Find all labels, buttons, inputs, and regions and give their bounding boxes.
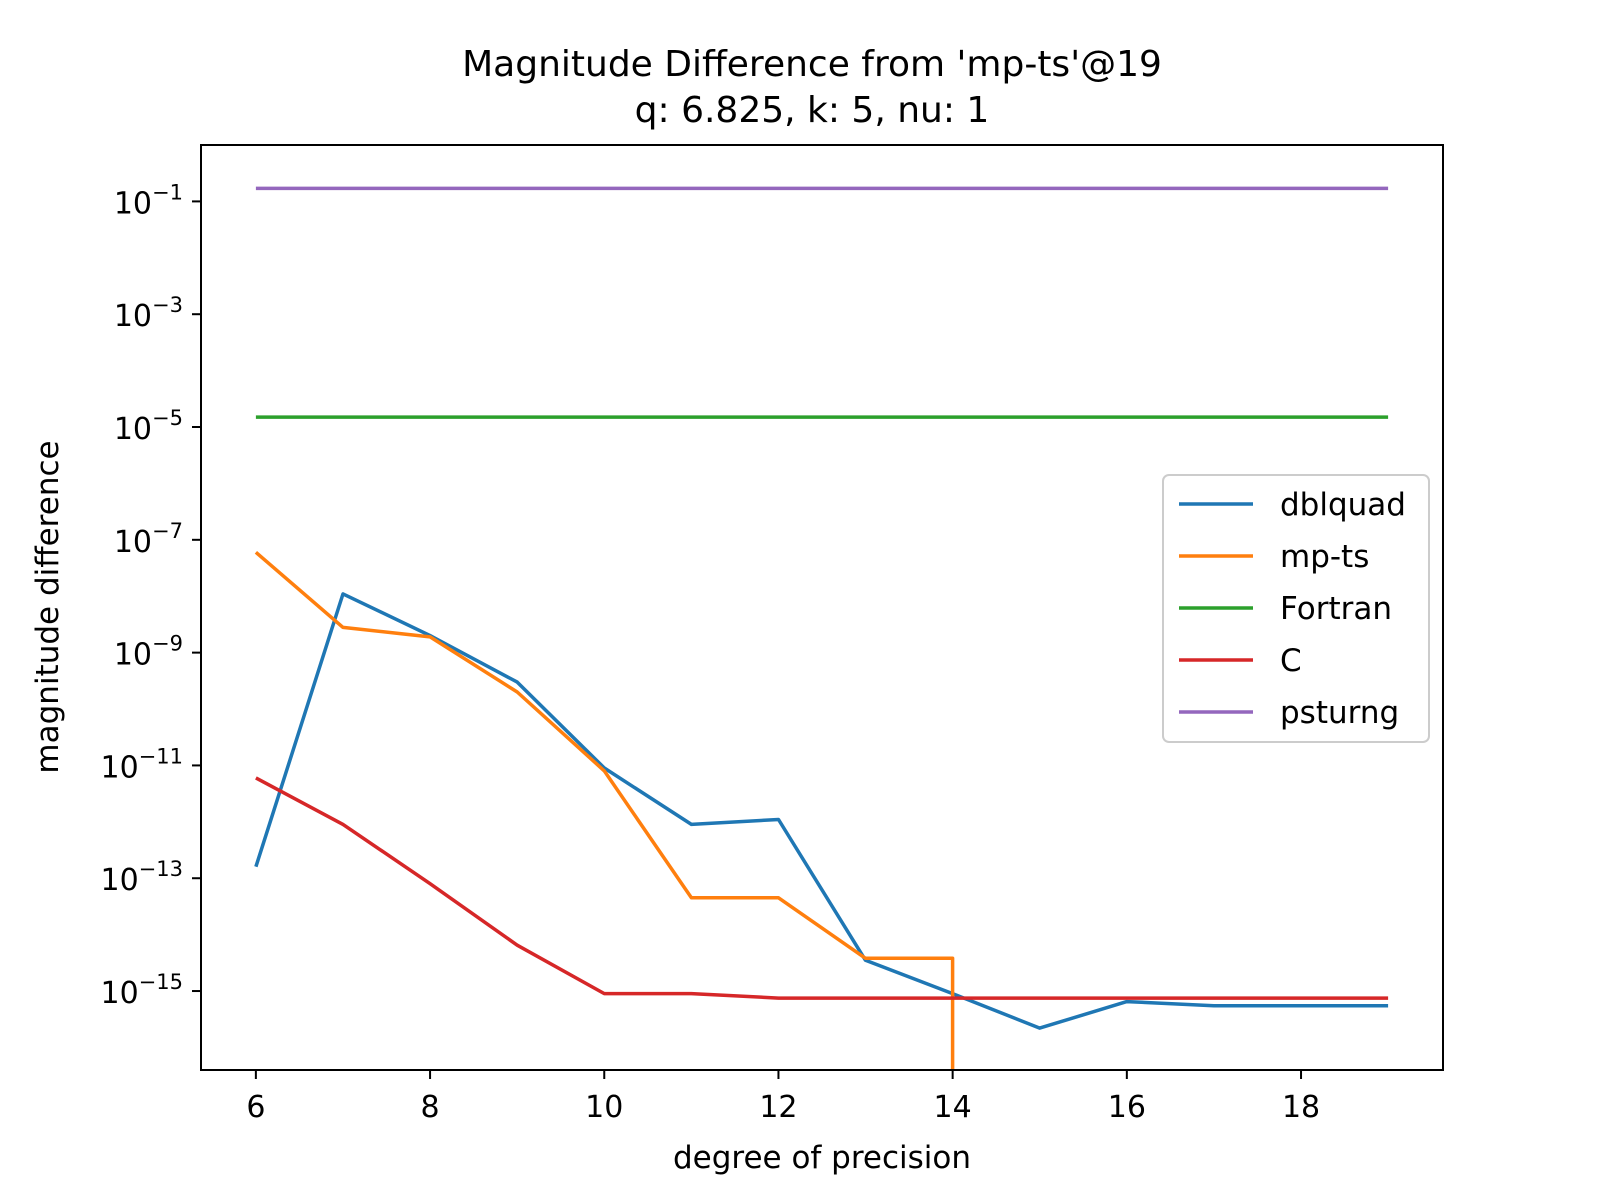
- chart-title: Magnitude Difference from 'mp-ts'@19: [462, 44, 1162, 85]
- x-tick-label: 10: [585, 1090, 623, 1125]
- y-axis-label: magnitude difference: [30, 440, 66, 773]
- plot-frame: [200, 144, 1444, 1071]
- y-tick-label: 10−11: [100, 744, 183, 785]
- x-tick-label: 18: [1282, 1090, 1320, 1125]
- x-tick-label: 12: [759, 1090, 797, 1125]
- legend-label: mp-ts: [1280, 539, 1369, 575]
- legend-label: dblquad: [1280, 487, 1406, 523]
- y-tick-label: 10−15: [100, 970, 183, 1011]
- y-tick-label: 10−5: [114, 406, 183, 447]
- series-line-mp-ts: [254, 550, 955, 1070]
- y-tick-label: 10−3: [114, 293, 183, 334]
- legend-label: psturng: [1280, 695, 1399, 731]
- y-tick-label: 10−1: [114, 180, 183, 221]
- y-axis: 10−1 10−3 10−5 10−7 10−9 10−11 10−13 10−15: [100, 180, 201, 1011]
- x-tick-label: 8: [421, 1090, 440, 1125]
- x-tick-label: 14: [934, 1090, 972, 1125]
- legend-box: [1162, 474, 1430, 743]
- series-line-c: [255, 776, 1389, 1000]
- legend-label: Fortran: [1280, 591, 1392, 627]
- y-tick-label: 10−13: [100, 857, 183, 898]
- chart-subtitle: q: 6.825, k: 5, nu: 1: [635, 90, 990, 131]
- x-tick-label: 16: [1108, 1090, 1146, 1125]
- x-tick-label: 6: [246, 1090, 265, 1125]
- series-layer: [254, 186, 1389, 1070]
- x-axis: 6 8 10 12 14 16 18: [246, 1070, 1320, 1125]
- series-line-dblquad: [254, 592, 1389, 1030]
- y-tick-label: 10−9: [114, 632, 183, 673]
- x-axis-label: degree of precision: [673, 1140, 971, 1176]
- y-tick-label: 10−7: [114, 519, 183, 560]
- legend-label: C: [1280, 643, 1302, 679]
